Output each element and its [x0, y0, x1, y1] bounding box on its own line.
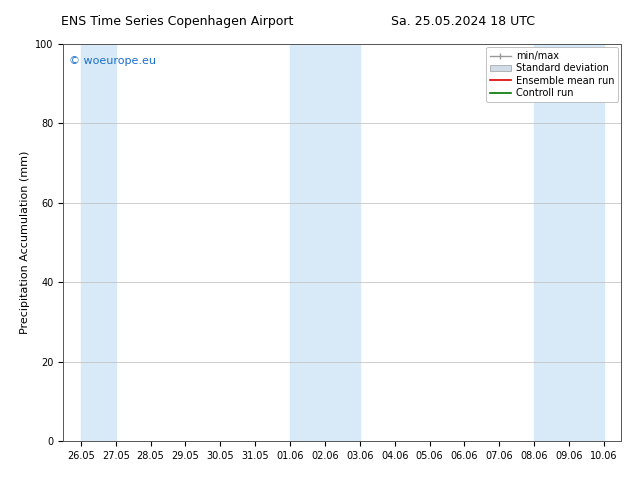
Bar: [81, 44, 116, 441]
Bar: [534, 44, 604, 441]
Text: Sa. 25.05.2024 18 UTC: Sa. 25.05.2024 18 UTC: [391, 15, 535, 28]
Legend: min/max, Standard deviation, Ensemble mean run, Controll run: min/max, Standard deviation, Ensemble me…: [486, 47, 618, 102]
Text: © woeurope.eu: © woeurope.eu: [69, 56, 156, 66]
Bar: [290, 44, 359, 441]
Y-axis label: Precipitation Accumulation (mm): Precipitation Accumulation (mm): [20, 151, 30, 334]
Text: ENS Time Series Copenhagen Airport: ENS Time Series Copenhagen Airport: [61, 15, 294, 28]
